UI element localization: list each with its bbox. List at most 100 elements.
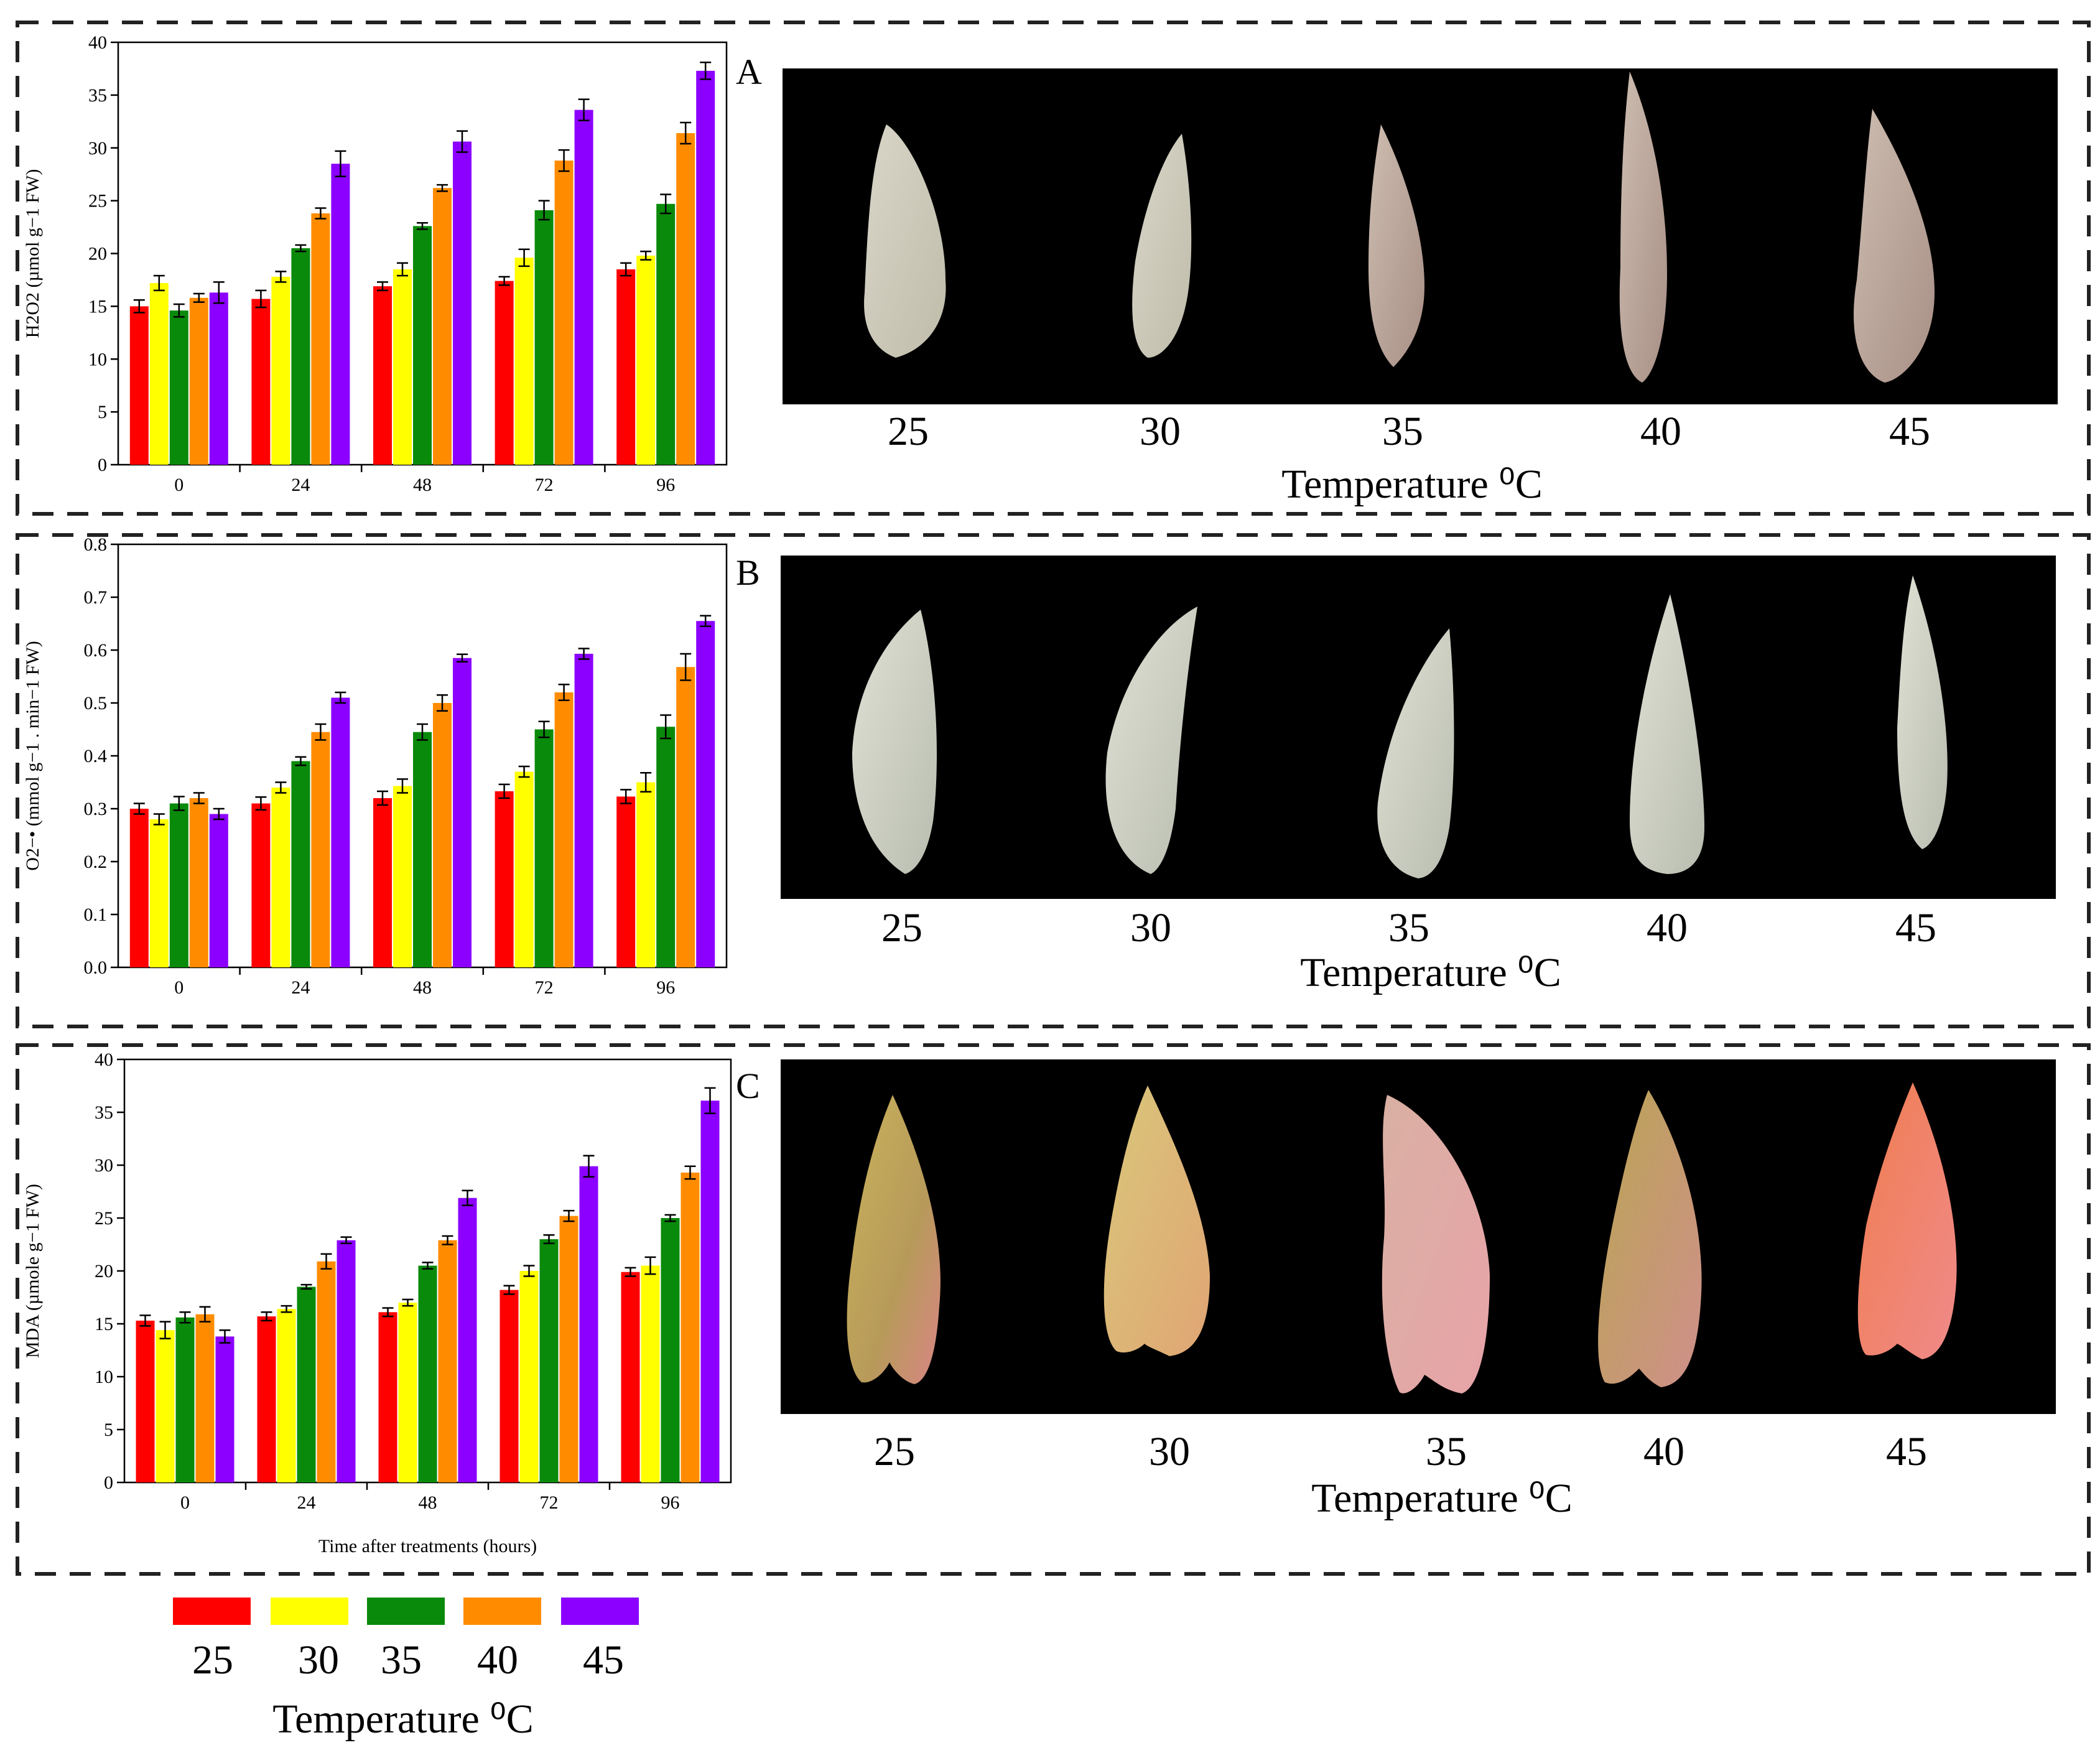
- legend-label-30: 30: [298, 1637, 339, 1683]
- x-tick-label: 72: [535, 475, 554, 495]
- bar: [656, 203, 676, 465]
- bar: [499, 1290, 519, 1482]
- bar: [681, 1172, 700, 1482]
- leaf-c-35: [1382, 1095, 1490, 1393]
- bar: [156, 1330, 175, 1482]
- y-tick-label: 20: [95, 1261, 113, 1282]
- y-tick-label: 10: [95, 1367, 113, 1387]
- x-tick-label: 24: [291, 475, 310, 495]
- photo-c-label-25: 25: [874, 1429, 915, 1474]
- bar: [297, 1286, 316, 1482]
- leaf-c-25: [847, 1095, 941, 1384]
- y-axis-label: MDA (µmole g−1 FW): [22, 1184, 43, 1358]
- photo-c-labels: 25 30 35 40 45 Temperature ⁰C: [874, 1429, 1927, 1521]
- photo-b-label-35: 35: [1388, 905, 1429, 951]
- panel-letter-c: C: [736, 1066, 760, 1106]
- leaf-a-30: [1132, 134, 1192, 358]
- bar: [696, 70, 715, 465]
- chart-mda: 0 5 10 15 20 25 30 35 40 0 24 48 72 96 MDA (µmole g−1 …: [22, 1049, 732, 1556]
- bar: [579, 1166, 598, 1482]
- bar: [129, 306, 149, 465]
- y-tick-label: 0.5: [84, 693, 108, 714]
- legend-label-25: 25: [192, 1637, 233, 1683]
- leaf-a-45: [1854, 109, 1935, 383]
- leaf-b-35: [1377, 628, 1454, 878]
- bar: [175, 1317, 195, 1482]
- photo-b-label-25: 25: [881, 905, 922, 951]
- y-tick-label: 0.6: [84, 640, 108, 661]
- bar: [189, 798, 208, 967]
- y-tick-label: 30: [88, 138, 107, 159]
- leaf-b-45: [1897, 575, 1948, 849]
- bar: [291, 248, 310, 465]
- photo-b-xlabel: Temperature ⁰C: [1300, 950, 1561, 995]
- bar: [149, 283, 169, 465]
- y-tick-label: 5: [104, 1420, 113, 1440]
- bar: [534, 210, 554, 465]
- leaf-c-45: [1857, 1082, 1957, 1359]
- bar: [495, 791, 514, 967]
- bar: [559, 1216, 578, 1482]
- y-tick-label: 10: [88, 349, 107, 370]
- chart-h2o2: 0 5 10 15 20 25 30 35 40 0 24 48 72 96 H2O2 (µmol g−1 …: [22, 32, 728, 495]
- bar: [696, 621, 715, 967]
- bar: [378, 1312, 397, 1482]
- bar: [514, 258, 534, 465]
- bar: [418, 1265, 437, 1482]
- bar: [169, 803, 188, 967]
- leaf-b-40: [1630, 594, 1704, 874]
- panel-c-frame: [16, 1043, 2091, 1576]
- chart-superoxide: 0.0 0.1 0.2 0.3 0.4 0.5 0.6 0.7 0.8 0 24 48 72 96 O2−•…: [22, 534, 728, 998]
- x-tick-label: 24: [297, 1492, 316, 1513]
- photo-a-label-25: 25: [888, 409, 929, 454]
- legend-label-40: 40: [477, 1637, 518, 1683]
- bar: [574, 653, 593, 967]
- photo-a-labels: 25 30 35 40 45 Temperature ⁰C: [888, 409, 1930, 507]
- y-tick-label: 40: [95, 1049, 113, 1070]
- leaf-b-25: [852, 610, 937, 874]
- x-tick-label: 72: [535, 977, 554, 998]
- legend-label-35: 35: [381, 1637, 422, 1683]
- bar: [195, 1314, 215, 1482]
- bar: [373, 798, 392, 967]
- photo-panel-c: [781, 1059, 2056, 1414]
- x-tick-label: 96: [656, 977, 675, 998]
- x-tick-label: 0: [174, 977, 184, 998]
- bar: [398, 1303, 417, 1482]
- x-tick-label: 72: [540, 1492, 559, 1513]
- bar: [554, 160, 574, 465]
- x-tick-label: 48: [413, 475, 432, 495]
- photo-c-label-40: 40: [1643, 1429, 1684, 1474]
- y-tick-label: 35: [88, 85, 107, 106]
- y-tick-label: 0: [98, 455, 107, 475]
- y-axis-label: H2O2 (µmol g−1 FW): [22, 169, 43, 338]
- bar: [373, 286, 392, 465]
- y-axis-label: O2−• (mmol g−1 . min−1 FW): [22, 641, 43, 871]
- legend-swatch-35: [367, 1598, 445, 1625]
- bar: [574, 109, 593, 465]
- photo-c-xlabel: Temperature ⁰C: [1311, 1476, 1573, 1521]
- bar: [453, 658, 472, 967]
- bar: [271, 788, 290, 967]
- panel-letter-b: B: [736, 552, 760, 593]
- y-tick-label: 0.0: [84, 957, 108, 978]
- panel-b-frame: [16, 533, 2091, 1028]
- bar: [554, 692, 574, 967]
- y-tick-label: 0.1: [84, 905, 108, 925]
- y-tick-label: 25: [88, 191, 107, 212]
- bar: [251, 803, 271, 967]
- x-tick-label: 0: [180, 1492, 190, 1513]
- x-tick-label: 48: [413, 977, 432, 998]
- bar: [636, 255, 656, 465]
- bar: [495, 281, 514, 465]
- bar: [676, 667, 695, 967]
- bar: [514, 771, 534, 967]
- y-tick-label: 30: [95, 1155, 113, 1176]
- bar: [458, 1198, 477, 1482]
- bar: [676, 133, 695, 465]
- bar: [539, 1239, 559, 1482]
- photo-b-label-45: 45: [1895, 905, 1936, 951]
- photo-b-label-40: 40: [1647, 905, 1688, 951]
- y-tick-label: 20: [88, 244, 107, 264]
